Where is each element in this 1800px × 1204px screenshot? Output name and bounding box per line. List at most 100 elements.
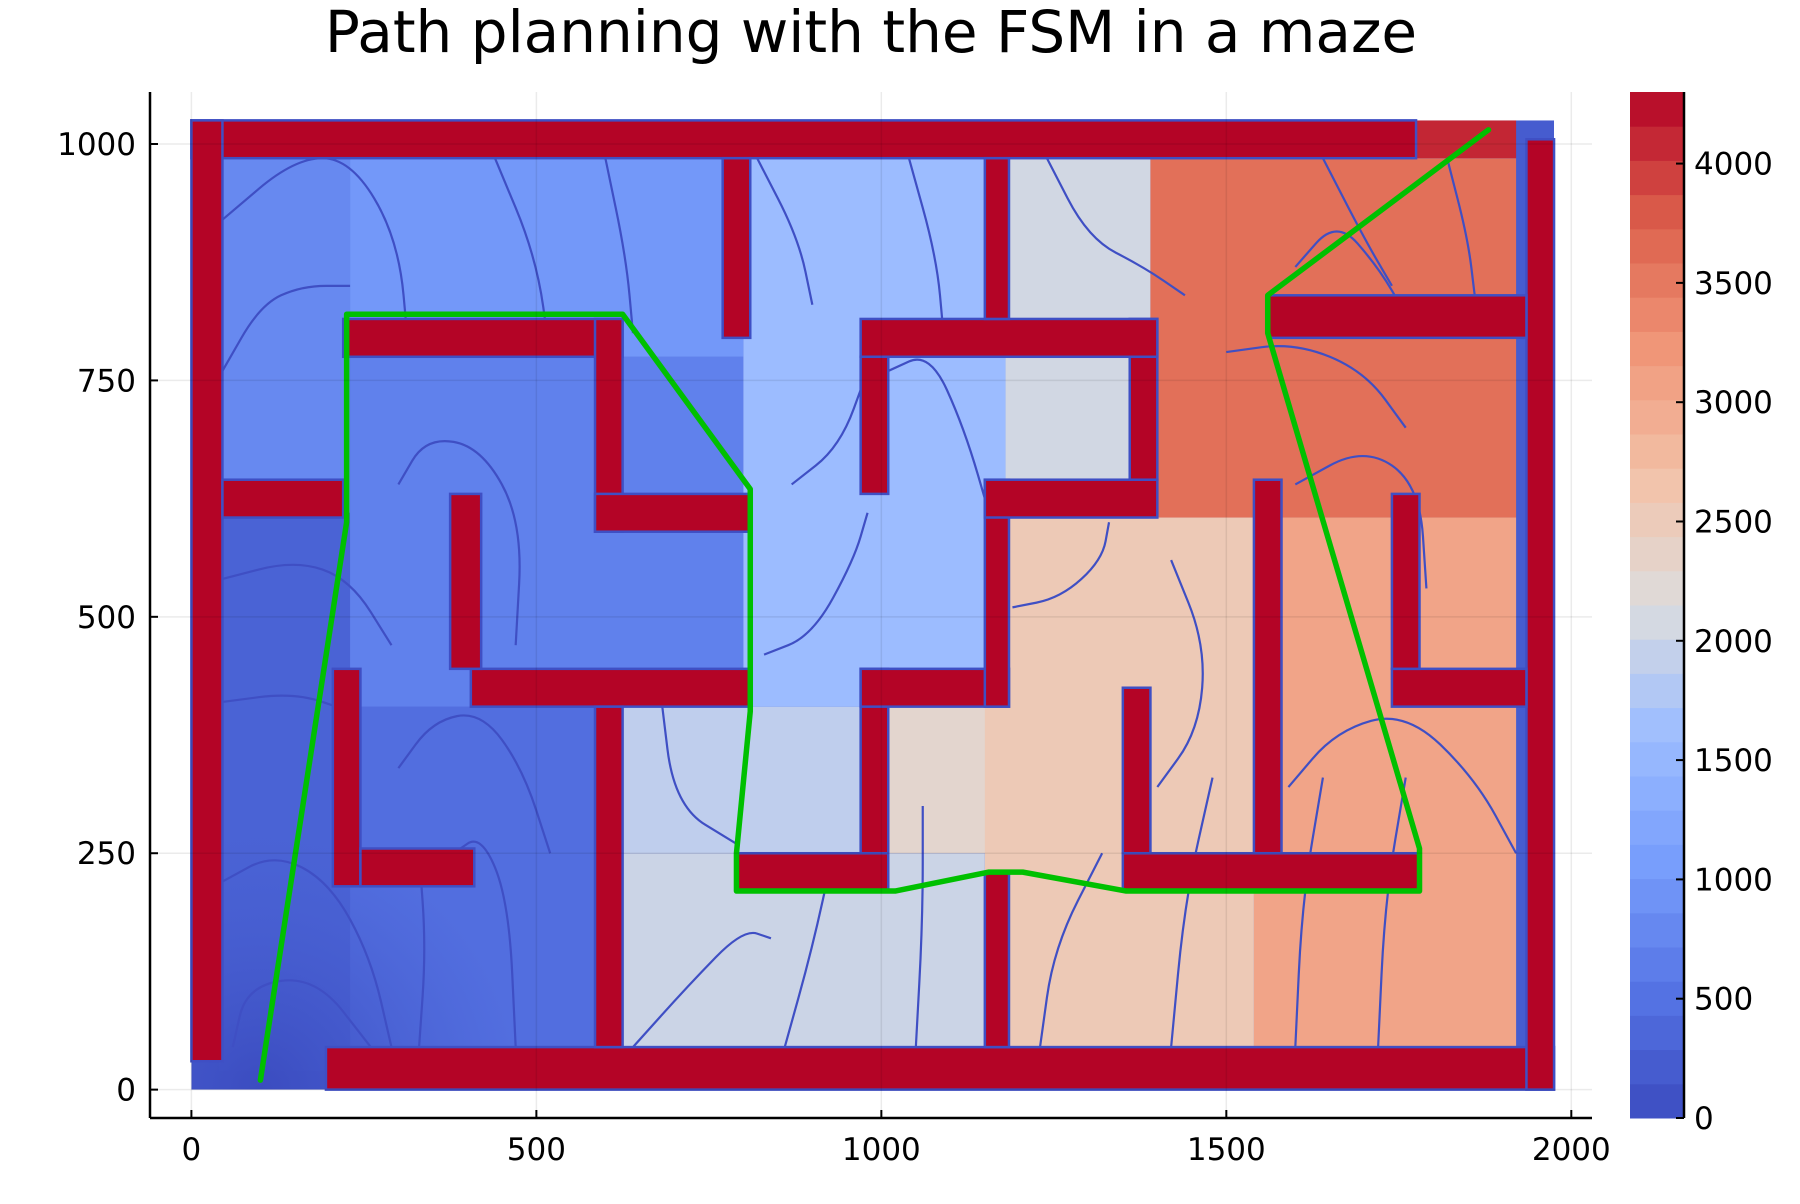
colorbar-tick-label: 1000 [1694,862,1773,898]
colorbar-level [1630,536,1684,572]
wall-segment [190,119,1418,160]
colorbar-level [1630,502,1684,538]
contour-line [763,512,869,656]
colorbar-level [1630,570,1684,606]
contour-line [1294,230,1407,315]
wall-segment [359,847,476,888]
wall-segment [593,492,752,533]
contour-line [1287,717,1518,854]
wall-segment [735,851,890,893]
contour-line [1045,157,1186,297]
colorbar-level [1630,263,1684,298]
contour-line [1038,852,1104,1048]
wall-segment [1390,492,1421,671]
wall-segment [1390,667,1528,708]
colorbar-level [1630,981,1684,1016]
contour-line [783,852,835,1048]
wall-segment [983,870,1011,1049]
contour-line [632,931,772,1048]
colorbar-level [1630,297,1684,332]
contour-line [452,840,517,1048]
field-cell [218,158,351,513]
colorbar-level [1630,810,1684,845]
x-tick-label: 1500 [1187,1132,1266,1168]
wall-segment [859,355,890,496]
wall-segment [341,317,624,359]
colorbar-tick-label: 0 [1694,1101,1714,1137]
colorbar-tick-label: 4000 [1694,147,1773,183]
wall-segment [221,478,345,519]
colorbar-level [1630,1015,1684,1051]
y-tick-label: 250 [77,836,136,872]
y-tick-label: 0 [116,1073,136,1109]
wall-segment [469,667,752,708]
colorbar-level [1630,776,1684,811]
wall-segment [593,705,624,1049]
colorbar-level [1630,912,1684,948]
field-cell [984,517,1254,1071]
maze-walls [190,119,1556,1091]
colorbar-level [1630,160,1684,196]
wall-segment [721,156,752,340]
colorbar-level [1630,1049,1684,1085]
colorbar-level [1630,228,1684,264]
contour-line [1226,345,1407,429]
contour-line [1012,522,1111,609]
x-tick-label: 0 [182,1132,202,1168]
colorbar-tick-label: 1500 [1694,743,1773,779]
wall-segment [859,317,1159,359]
contour-line [397,714,552,854]
colorbar-tick-label: 3500 [1694,266,1773,302]
colorbar-level [1630,605,1684,640]
contour-line [1321,157,1393,287]
contour-line [397,440,521,646]
y-tick-label: 1000 [57,127,136,163]
contour-line [604,157,635,334]
colorbar-level [1630,434,1684,469]
wall-segment [1266,294,1528,340]
x-tick-label: 500 [507,1132,566,1168]
colorbar-tick-label: 2500 [1694,504,1773,540]
x-tick-label: 1000 [842,1132,921,1168]
y-tick-label: 750 [77,363,136,399]
wall-segment [983,478,1159,519]
wall-segment [331,667,362,888]
planned-path [257,127,1492,1083]
colorbar-tick-label: 3000 [1694,385,1773,421]
wall-segment [1121,686,1152,855]
colorbar-level [1630,194,1684,230]
chart-title: Path planning with the FSM in a maze [325,0,1417,66]
colorbar-tick-label: 2000 [1694,624,1773,660]
colorbar-level [1630,365,1684,401]
colorbar-tick-label: 500 [1694,982,1753,1018]
colorbar-level [1630,741,1684,777]
wall-segment [190,119,224,1063]
contour-line [231,979,372,1048]
wall-segment [1525,138,1556,1091]
contour-line [493,157,552,357]
colorbar-level [1630,947,1684,982]
wall-segment [448,492,483,671]
start-glow [191,474,606,1090]
colorbar-level [1630,639,1684,674]
colorbar-level [1630,468,1684,503]
contour-line [221,284,351,372]
colorbar-level [1630,673,1684,709]
contour-line [417,853,426,1048]
path-line [257,127,1492,1083]
colorbar-level [1630,1083,1684,1119]
colorbar-level [1630,92,1684,127]
contour-line [221,859,393,1048]
colorbar: 0 500 1000 1500 2000 2500 3000 3500 4000 [1630,92,1773,1137]
wall-segment [983,156,1011,321]
contour-line [1156,559,1204,788]
contour-line [222,694,351,713]
colorbar-level [1630,707,1684,743]
colorbar-level [1630,844,1684,880]
contour-line [907,157,945,334]
contour-line [887,358,993,523]
contour-line [790,370,869,486]
y-tick-label: 500 [77,600,136,636]
